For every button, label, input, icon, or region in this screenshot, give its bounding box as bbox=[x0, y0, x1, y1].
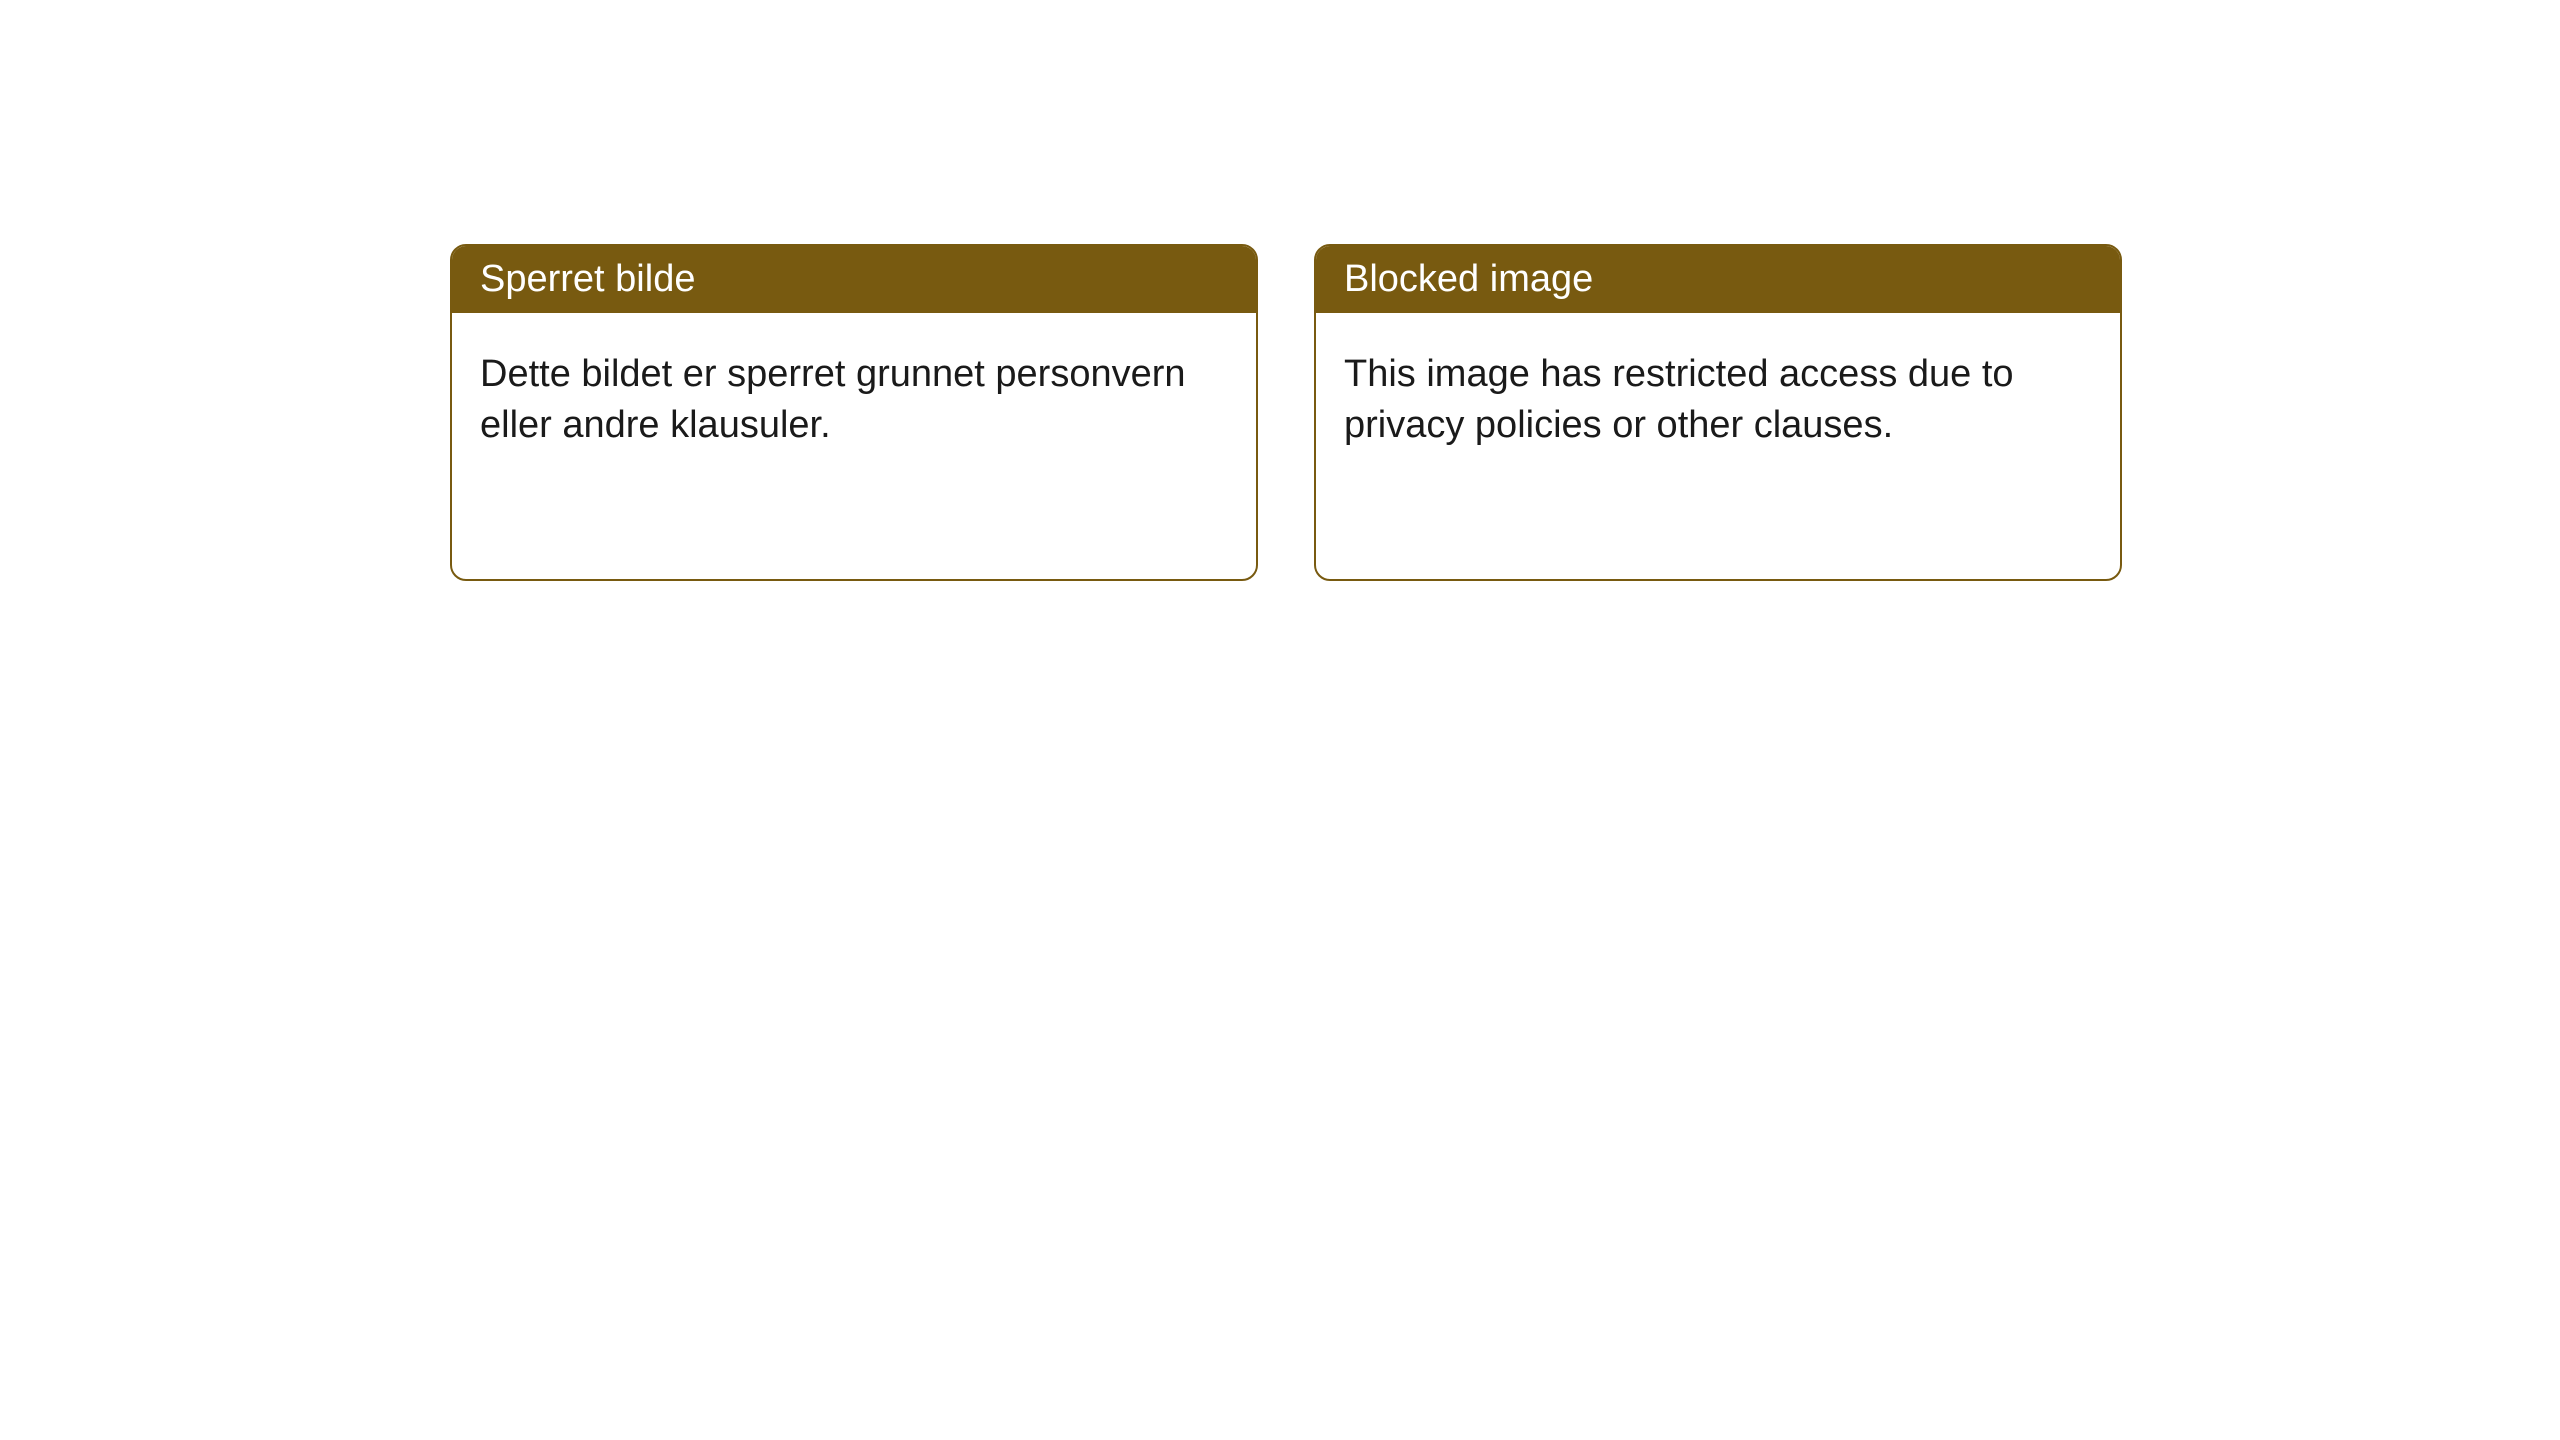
blocked-image-card-no: Sperret bilde Dette bildet er sperret gr… bbox=[450, 244, 1258, 581]
blocked-image-card-en: Blocked image This image has restricted … bbox=[1314, 244, 2122, 581]
notice-card-container: Sperret bilde Dette bildet er sperret gr… bbox=[450, 244, 2122, 581]
card-header: Blocked image bbox=[1316, 246, 2120, 313]
card-header: Sperret bilde bbox=[452, 246, 1256, 313]
card-body: Dette bildet er sperret grunnet personve… bbox=[452, 313, 1256, 488]
card-body: This image has restricted access due to … bbox=[1316, 313, 2120, 488]
